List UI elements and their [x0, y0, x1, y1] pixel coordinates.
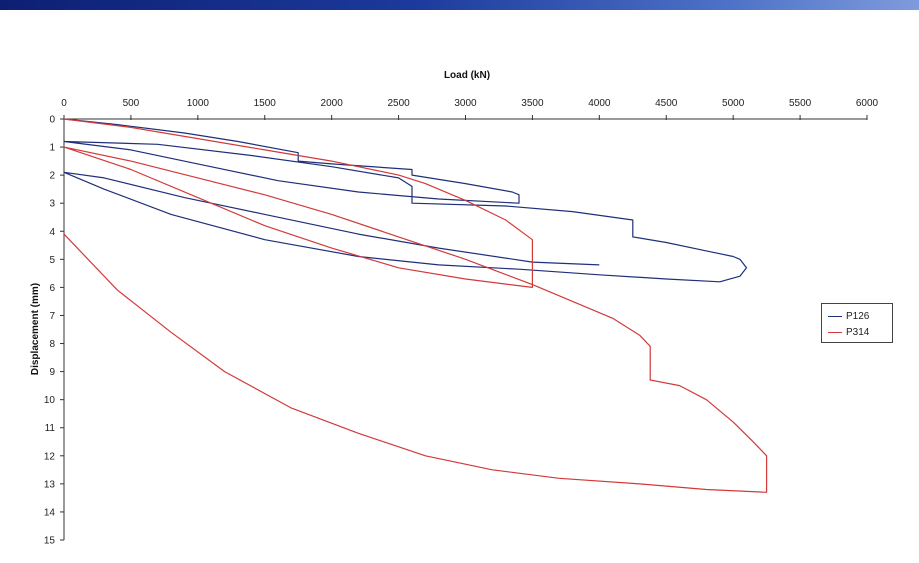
x-tick-label: 0: [61, 98, 67, 109]
legend-swatch-p126: [828, 315, 842, 317]
x-tick-label: 3500: [521, 98, 544, 109]
y-tick-label: 11: [45, 423, 56, 434]
y-axis-title: Displacement (mm): [30, 283, 41, 375]
x-tick-label: 4000: [588, 98, 611, 109]
y-tick-label: 10: [44, 395, 56, 406]
y-tick-label: 12: [44, 451, 56, 462]
y-tick-label: 1: [49, 143, 55, 154]
series-layer: [63, 118, 768, 493]
y-tick-label: 4: [49, 227, 55, 238]
x-tick-label: 1000: [187, 98, 210, 109]
legend-label-p314: P314: [846, 326, 870, 338]
legend: P126 P314: [821, 303, 893, 343]
y-tick-label: 15: [44, 536, 56, 547]
y-tick-label: 3: [49, 199, 55, 210]
x-tick-label: 3000: [454, 98, 477, 109]
series-line-p126: [63, 118, 748, 283]
legend-item-p314: P314: [828, 325, 869, 339]
title-bar-gradient: [0, 0, 919, 10]
legend-swatch-p314: [828, 331, 842, 333]
y-tick-label: 6: [49, 283, 55, 294]
x-tick-label: 2500: [387, 98, 410, 109]
x-tick-label: 1500: [254, 98, 277, 109]
y-tick-label: 9: [49, 367, 55, 378]
x-tick-label: 2000: [321, 98, 344, 109]
legend-label-p126: P126: [846, 310, 870, 322]
y-tick-label: 5: [49, 255, 55, 266]
x-tick-label: 4500: [655, 98, 678, 109]
legend-item-p126: P126: [828, 309, 869, 323]
series-line-p314: [63, 118, 768, 493]
x-tick-label: 5000: [722, 98, 745, 109]
x-tick-label: 5500: [789, 98, 812, 109]
y-tick-label: 13: [44, 479, 56, 490]
x-axis-title: Load (kN): [444, 70, 490, 81]
y-tick-label: 0: [49, 115, 55, 126]
x-tick-label: 6000: [856, 98, 879, 109]
axes: 0 500 1000 1500 2000 2500 3000 3500 4000 4500 5000…: [44, 98, 879, 547]
y-tick-label: 2: [49, 171, 55, 182]
y-tick-label: 14: [44, 507, 56, 518]
x-tick-label: 500: [123, 98, 140, 109]
y-tick-label: 8: [49, 339, 55, 350]
y-tick-label: 7: [49, 311, 55, 322]
